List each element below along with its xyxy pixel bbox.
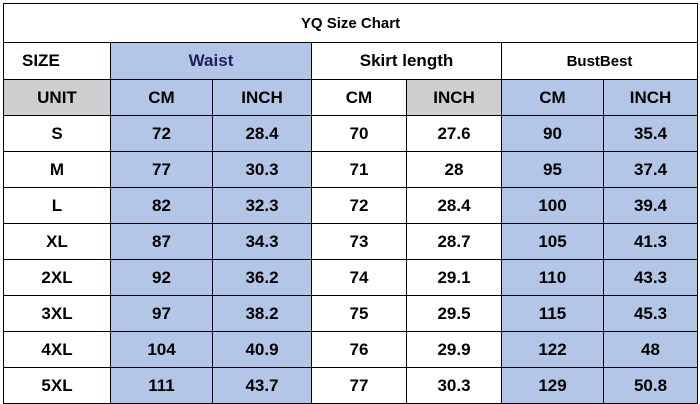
unit-bust-cm: CM <box>501 79 604 116</box>
skirt-inch-cell: 28.7 <box>406 223 502 260</box>
bust-cm-cell: 95 <box>501 151 604 188</box>
bust-header: BustBest <box>500 42 699 80</box>
size-cell: S <box>3 115 111 152</box>
bust-inch-cell: 39.4 <box>602 187 699 224</box>
waist-cm-cell: 104 <box>110 331 213 368</box>
waist-cm-cell: 82 <box>110 187 213 224</box>
waist-cm-cell: 111 <box>110 367 213 404</box>
size-cell: 2XL <box>3 259 111 296</box>
waist-inch-cell: 30.3 <box>212 151 312 188</box>
unit-waist-cm: CM <box>110 79 213 116</box>
size-cell: 3XL <box>3 295 111 332</box>
bust-inch-cell: 37.4 <box>602 151 699 188</box>
bust-inch-cell: 45.3 <box>602 295 699 332</box>
unit-skirt-cm: CM <box>311 79 407 116</box>
size-cell: L <box>3 187 111 224</box>
table-row: 5XL 111 43.7 77 30.3 129 50.8 <box>3 367 699 404</box>
bust-cm-cell: 105 <box>501 223 604 260</box>
waist-inch-cell: 43.7 <box>212 367 312 404</box>
bust-cm-cell: 110 <box>501 259 604 296</box>
waist-cm-cell: 97 <box>110 295 213 332</box>
bust-inch-cell: 41.3 <box>602 223 699 260</box>
size-cell: M <box>3 151 111 188</box>
table-row: M 77 30.3 71 28 95 37.4 <box>3 151 699 188</box>
unit-waist-inch: INCH <box>212 79 312 116</box>
bust-inch-cell: 43.3 <box>602 259 699 296</box>
waist-inch-cell: 34.3 <box>212 223 312 260</box>
table-row: L 82 32.3 72 28.4 100 39.4 <box>3 187 699 224</box>
skirt-cm-cell: 70 <box>311 115 407 152</box>
skirt-inch-cell: 28 <box>406 151 502 188</box>
unit-bust-inch: INCH <box>602 79 699 116</box>
skirt-inch-cell: 28.4 <box>406 187 502 224</box>
size-cell: 5XL <box>3 367 111 404</box>
skirt-cm-cell: 74 <box>311 259 407 296</box>
waist-cm-cell: 92 <box>110 259 213 296</box>
bust-cm-cell: 100 <box>501 187 604 224</box>
size-chart-table: YQ Size Chart SIZE Waist Skirt length Bu… <box>2 3 699 404</box>
skirt-cm-cell: 76 <box>311 331 407 368</box>
waist-cm-cell: 72 <box>110 115 213 152</box>
bust-cm-cell: 115 <box>501 295 604 332</box>
skirt-inch-cell: 29.1 <box>406 259 502 296</box>
table-row: XL 87 34.3 73 28.7 105 41.3 <box>3 223 699 260</box>
skirt-cm-cell: 72 <box>311 187 407 224</box>
unit-skirt-inch: INCH <box>406 79 502 116</box>
unit-header: UNIT <box>3 79 111 116</box>
skirt-inch-cell: 27.6 <box>406 115 502 152</box>
size-header: SIZE <box>3 42 111 80</box>
size-cell: 4XL <box>3 331 111 368</box>
waist-header: Waist <box>110 42 312 80</box>
skirt-inch-cell: 29.9 <box>406 331 502 368</box>
skirt-cm-cell: 77 <box>311 367 407 404</box>
chart-title: YQ Size Chart <box>2 3 699 43</box>
skirt-cm-cell: 71 <box>311 151 407 188</box>
bust-cm-cell: 122 <box>501 331 604 368</box>
skirt-inch-cell: 30.3 <box>406 367 502 404</box>
bust-inch-cell: 50.8 <box>602 367 699 404</box>
skirt-inch-cell: 29.5 <box>406 295 502 332</box>
table-row: 2XL 92 36.2 74 29.1 110 43.3 <box>3 259 699 296</box>
waist-inch-cell: 36.2 <box>212 259 312 296</box>
skirt-length-header: Skirt length <box>311 42 502 80</box>
table-row: 4XL 104 40.9 76 29.9 122 48 <box>3 331 699 368</box>
waist-inch-cell: 40.9 <box>212 331 312 368</box>
table-row: 3XL 97 38.2 75 29.5 115 45.3 <box>3 295 699 332</box>
bust-cm-cell: 90 <box>501 115 604 152</box>
waist-cm-cell: 87 <box>110 223 213 260</box>
skirt-cm-cell: 75 <box>311 295 407 332</box>
waist-inch-cell: 28.4 <box>212 115 312 152</box>
skirt-cm-cell: 73 <box>311 223 407 260</box>
table-row: S 72 28.4 70 27.6 90 35.4 <box>3 115 699 152</box>
bust-inch-cell: 35.4 <box>602 115 699 152</box>
bust-inch-cell: 48 <box>602 331 699 368</box>
waist-inch-cell: 32.3 <box>212 187 312 224</box>
bust-cm-cell: 129 <box>501 367 604 404</box>
waist-cm-cell: 77 <box>110 151 213 188</box>
waist-inch-cell: 38.2 <box>212 295 312 332</box>
size-cell: XL <box>3 223 111 260</box>
